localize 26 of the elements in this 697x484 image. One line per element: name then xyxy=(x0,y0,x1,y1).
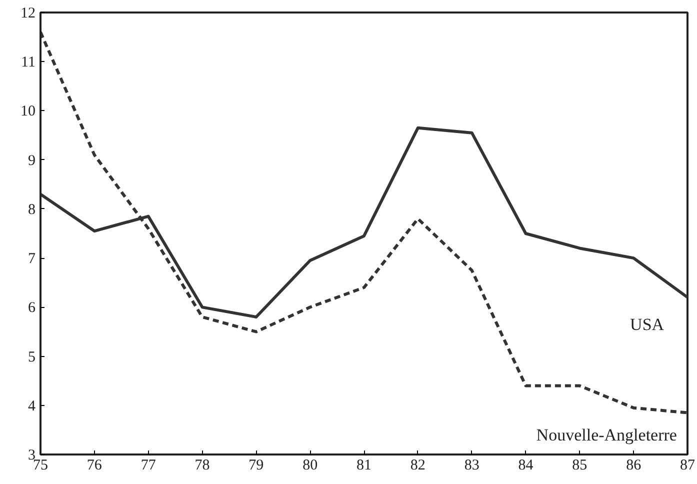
series-label: Nouvelle-Angleterre xyxy=(536,425,677,444)
y-tick-label: 9 xyxy=(28,152,36,169)
y-tick-label: 11 xyxy=(21,54,36,71)
line-series xyxy=(40,30,688,414)
y-tick-label: 10 xyxy=(20,104,36,120)
y-tick-label: 5 xyxy=(28,349,36,366)
x-tick-label: 84 xyxy=(518,458,534,474)
x-tick-label: 79 xyxy=(248,458,264,474)
series-label: USA xyxy=(630,314,665,334)
x-tick-label: 75 xyxy=(33,458,48,474)
x-tick-label: 85 xyxy=(572,458,588,474)
x-tick-label: 78 xyxy=(194,458,210,474)
x-tick-label: 83 xyxy=(464,458,480,474)
y-tick-label: 7 xyxy=(28,251,36,268)
x-tick-label: 86 xyxy=(626,458,642,474)
x-tick-label: 80 xyxy=(302,458,318,474)
x-tick-label: 76 xyxy=(86,458,102,474)
y-tick-label: 8 xyxy=(28,202,36,218)
x-tick-label: 87 xyxy=(680,458,696,474)
y-tick-label: 6 xyxy=(28,300,36,316)
y-tick-label: 3 xyxy=(28,448,36,464)
x-tick-label: 81 xyxy=(356,458,372,474)
x-tick-label: 77 xyxy=(140,458,156,474)
y-tick-label: 12 xyxy=(20,6,36,22)
x-tick-label: 82 xyxy=(410,458,426,474)
y-tick-label: 4 xyxy=(28,398,36,414)
